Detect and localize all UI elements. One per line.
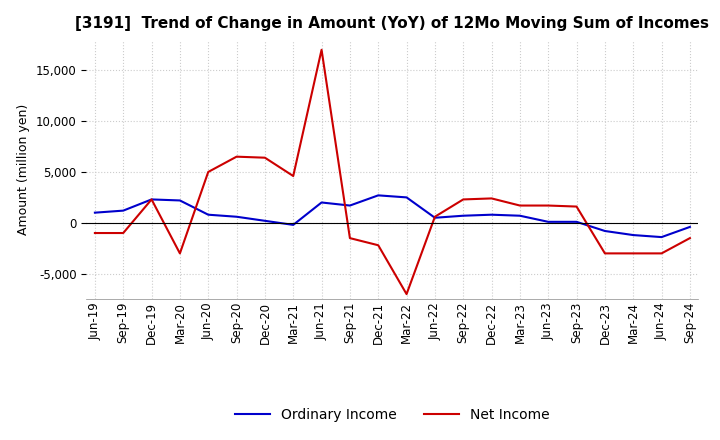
Net Income (261, 155, 269, 160)
Ordinary Income (459, 213, 467, 218)
Net Income (516, 203, 524, 208)
Ordinary Income (318, 200, 326, 205)
Ordinary Income (346, 203, 354, 208)
Net Income (318, 47, 326, 52)
Ordinary Income (685, 224, 694, 230)
Ordinary Income (629, 232, 637, 238)
Net Income (459, 197, 467, 202)
Ordinary Income (233, 214, 241, 220)
Net Income (289, 173, 297, 179)
Ordinary Income (148, 197, 156, 202)
Net Income (544, 203, 552, 208)
Net Income (402, 291, 411, 297)
Ordinary Income (600, 228, 609, 234)
Net Income (233, 154, 241, 159)
Ordinary Income (176, 198, 184, 203)
Net Income (176, 251, 184, 256)
Ordinary Income (516, 213, 524, 218)
Net Income (119, 231, 127, 236)
Ordinary Income (119, 208, 127, 213)
Net Income (629, 251, 637, 256)
Legend: Ordinary Income, Net Income: Ordinary Income, Net Income (230, 402, 555, 427)
Ordinary Income (572, 219, 581, 224)
Net Income (487, 196, 496, 201)
Ordinary Income (91, 210, 99, 215)
Ordinary Income (431, 215, 439, 220)
Title: [3191]  Trend of Change in Amount (YoY) of 12Mo Moving Sum of Incomes: [3191] Trend of Change in Amount (YoY) o… (76, 16, 709, 32)
Net Income (204, 169, 212, 175)
Ordinary Income (487, 212, 496, 217)
Net Income (148, 197, 156, 202)
Net Income (657, 251, 666, 256)
Ordinary Income (261, 218, 269, 224)
Net Income (374, 242, 382, 248)
Line: Ordinary Income: Ordinary Income (95, 195, 690, 237)
Ordinary Income (204, 212, 212, 217)
Ordinary Income (374, 193, 382, 198)
Net Income (91, 231, 99, 236)
Net Income (572, 204, 581, 209)
Net Income (431, 214, 439, 220)
Net Income (346, 235, 354, 241)
Net Income (600, 251, 609, 256)
Ordinary Income (289, 222, 297, 227)
Ordinary Income (544, 219, 552, 224)
Y-axis label: Amount (million yen): Amount (million yen) (17, 104, 30, 235)
Line: Net Income: Net Income (95, 50, 690, 294)
Net Income (685, 235, 694, 241)
Ordinary Income (657, 235, 666, 240)
Ordinary Income (402, 195, 411, 200)
